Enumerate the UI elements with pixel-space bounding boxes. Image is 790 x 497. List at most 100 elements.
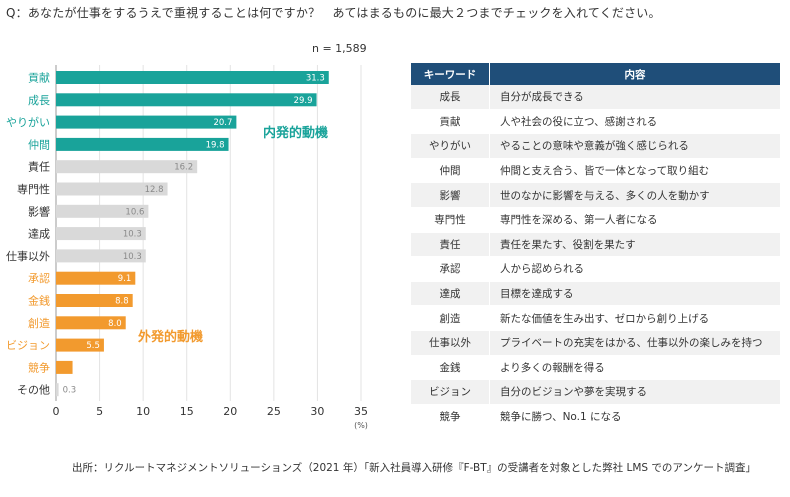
description-cell: 新たな価値を生み出す、ゼロから創り上げる (489, 305, 780, 331)
extrinsic-motivation-label: 外発的動機 (137, 329, 203, 345)
table-row: 成長 自分が成長できる (411, 85, 780, 110)
table-row: 責任 責任を果たす、役割を果たす (411, 232, 780, 258)
description-cell: プライベートの充実をはかる、仕事以外の楽しみを持つ (489, 330, 780, 356)
keyword-cell: 責任 (411, 232, 490, 258)
description-cell: 人や社会の役に立つ、感謝される (489, 109, 780, 135)
data-label: 10.3 (123, 230, 142, 240)
category-label: 仲間 (28, 137, 50, 151)
keyword-cell: 達成 (411, 281, 490, 307)
description-cell: 自分のビジョンや夢を実現する (489, 379, 780, 405)
x-tick-label: 0 (53, 405, 60, 418)
bar (56, 204, 149, 218)
table-row: 専門性 専門性を深める、第一人者になる (411, 207, 780, 233)
sample-size: n = 1,589 (312, 42, 367, 55)
survey-question: Q：あなたが仕事をするうえで重視することは何ですか？ あてはまるものに最大２つま… (6, 6, 661, 20)
description-cell: やることの意味や意義が強く感じられる (489, 133, 780, 159)
x-unit-label: (%) (354, 421, 368, 430)
bar (56, 360, 73, 374)
bar-chart: 0 5 10 15 20 25 30 35 (%) 貢献 31.3 成長 29.9 やりがい 20.7 仲間 1… (6, 65, 368, 430)
description-cell: 責任を果たす、役割を果たす (489, 232, 780, 258)
description-cell: 世のなかに影響を与える、多くの人を動かす (489, 182, 780, 208)
x-tick-label: 35 (354, 405, 368, 418)
header-description: 内容 (489, 63, 780, 85)
bar (56, 338, 104, 352)
header-keyword: キーワード (411, 63, 490, 85)
x-tick-label: 15 (180, 405, 194, 418)
data-label: 12.8 (145, 185, 164, 195)
description-cell: 専門性を深める、第一人者になる (489, 207, 780, 233)
data-label: 19.8 (206, 140, 225, 150)
keyword-cell: 仕事以外 (411, 330, 490, 356)
category-label: 達成 (28, 228, 50, 241)
keyword-cell: 成長 (411, 85, 490, 110)
bar (56, 182, 168, 196)
table-row: 影響 世のなかに影響を与える、多くの人を動かす (411, 182, 780, 208)
category-label: 責任 (28, 160, 50, 174)
x-tick-label: 5 (96, 405, 103, 418)
x-tick-label: 30 (310, 405, 324, 418)
data-label: 29.9 (294, 96, 313, 106)
data-label: 20.7 (213, 118, 232, 128)
data-label: 5.5 (86, 341, 100, 351)
x-tick-label: 20 (223, 405, 237, 418)
category-label: 成長 (28, 94, 50, 107)
intrinsic-motivation-label: 内発的動機 (263, 125, 328, 141)
keyword-cell: やりがい (411, 133, 490, 159)
category-label: 金銭 (28, 294, 50, 308)
category-label: 競争 (28, 360, 50, 374)
description-cell: より多くの報酬を得る (489, 355, 780, 381)
keyword-cell: 承認 (411, 256, 490, 282)
category-label: やりがい (6, 115, 50, 129)
keyword-cell: 貢献 (411, 109, 490, 135)
bar (56, 93, 317, 107)
data-label: 10.6 (125, 207, 144, 217)
data-label: 8.0 (108, 319, 122, 329)
data-label: 31.3 (306, 74, 325, 84)
category-label: 専門性 (17, 182, 50, 196)
category-label: 承認 (28, 271, 50, 285)
bar (56, 294, 133, 307)
table-header-row: キーワード 内容 (411, 63, 780, 85)
table-row: やりがい やることの意味や意義が強く感じられる (411, 133, 780, 159)
description-cell: 目標を達成する (489, 281, 780, 307)
table-row: 承認 人から認められる (411, 256, 780, 282)
x-tick-label: 25 (267, 405, 281, 418)
table-row: 創造 新たな価値を生み出す、ゼロから創り上げる (411, 305, 780, 331)
table-row: 金銭 より多くの報酬を得る (411, 355, 780, 381)
keyword-cell: 競争 (411, 404, 490, 430)
bar (56, 115, 237, 129)
keyword-table: キーワード 内容 成長 自分が成長できる 貢献 人や社会の役に立つ、感謝される やりがい… (411, 63, 780, 430)
bar (56, 137, 229, 151)
data-label: 9.1 (118, 274, 132, 284)
table-row: ビジョン 自分のビジョンや夢を実現する (411, 379, 780, 405)
table-row: 達成 目標を達成する (411, 281, 780, 307)
description-cell: 仲間と支え合う、皆で一体となって取り組む (489, 158, 780, 184)
bar (56, 227, 146, 241)
table-row: 貢献 人や社会の役に立つ、感謝される (411, 109, 780, 135)
category-label: 創造 (28, 316, 50, 330)
table-row: 仲間 仲間と支え合う、皆で一体となって取り組む (411, 158, 780, 184)
data-label: 10.3 (123, 252, 142, 262)
description-cell: 人から認められる (489, 256, 780, 282)
x-tick-label: 10 (136, 405, 150, 418)
category-label: 仕事以外 (6, 250, 50, 263)
bar (56, 249, 146, 263)
data-label: 8.8 (115, 297, 129, 307)
source-note: 出所：リクルートマネジメントソリューションズ（2021 年）「新入社員導入研修『… (72, 462, 756, 474)
description-cell: 競争に勝つ、No.1 になる (489, 404, 780, 430)
data-label: 16.2 (174, 163, 193, 173)
keyword-cell: 創造 (411, 305, 490, 331)
keyword-cell: ビジョン (411, 379, 490, 405)
bar (56, 271, 136, 285)
table-row: 競争 競争に勝つ、No.1 になる (411, 404, 780, 430)
data-label: 0.3 (63, 386, 77, 396)
category-label: 影響 (28, 204, 50, 218)
keyword-cell: 金銭 (411, 355, 490, 381)
category-label: その他 (17, 384, 50, 397)
keyword-cell: 影響 (411, 182, 490, 208)
keyword-cell: 専門性 (411, 207, 490, 233)
category-label: 貢献 (28, 71, 50, 85)
bar (56, 316, 126, 330)
category-label: ビジョン (6, 339, 50, 352)
table-row: 仕事以外 プライベートの充実をはかる、仕事以外の楽しみを持つ (411, 330, 780, 356)
